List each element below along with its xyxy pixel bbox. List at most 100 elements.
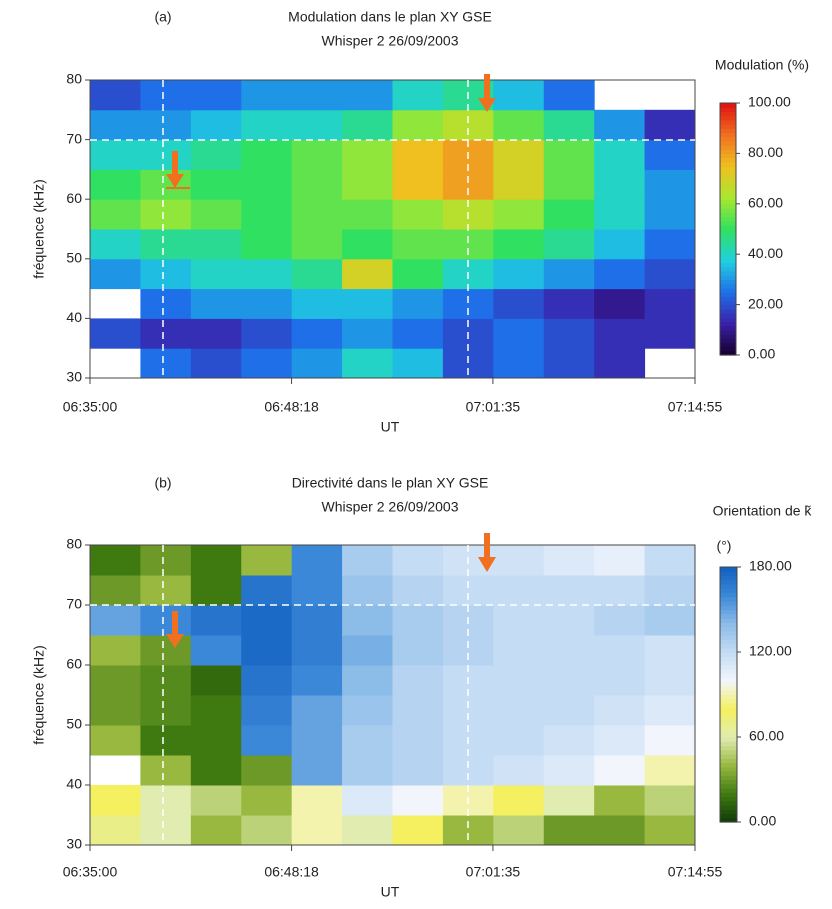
heatmap-cell [291,318,343,349]
colorbar-segment [720,788,737,793]
colorbar-segment [720,346,736,352]
colorbar-segment [720,203,736,209]
heatmap-cell [543,695,595,726]
heatmap-cell [342,348,393,379]
heatmap-cell [594,348,646,379]
heatmap-cell [140,318,192,349]
y-tick-label: 50 [66,250,82,266]
colorbar-tick-label: 180.00 [749,558,792,574]
colorbar-segment [720,575,737,581]
colorbar-segment [720,157,736,163]
panel-b: (b) Directivité dans le plan XY GSE Whispe… [31,475,813,900]
heatmap-cell [442,575,494,606]
colorbar-segment [720,107,736,112]
panel-label: (b) [154,475,171,491]
heatmap-cell [140,695,192,726]
colorbar-segment [720,779,737,785]
heatmap-cell [493,785,545,816]
colorbar-segment [720,758,737,764]
colorbar-segment [720,741,737,747]
heatmap-cell [241,318,293,349]
heatmap-cell [442,635,494,666]
colorbar-segment [720,321,736,327]
colorbar-segment [720,571,737,577]
heatmap-cell [342,258,393,290]
heatmap-cell [442,755,494,786]
colorbar-segment [720,677,737,683]
heatmap-cell [241,109,293,141]
colorbar-segment [720,724,737,730]
heatmap-cell [493,605,545,636]
heatmap-cell [90,318,141,349]
colorbar-segment [720,166,736,171]
colorbar-segment [720,800,737,806]
heatmap-cell [594,545,646,576]
heatmap-cell [140,199,192,230]
x-tick-label: 06:48:18 [264,864,319,880]
colorbar-segment [720,613,737,619]
heatmap-cell [543,139,595,170]
heatmap-cell [543,348,595,379]
heatmap-cell [90,199,141,230]
colorbar-segment [720,220,736,226]
colorbar-tick-label: 120.00 [749,643,792,659]
colorbar-tick-label: 0.00 [748,346,775,362]
heatmap-cell [291,348,343,379]
colorbar-tick-label: 80.00 [748,144,783,160]
heatmap-cell [241,258,293,290]
colorbar-segment [720,732,737,738]
heatmap-cell [90,545,141,576]
colorbar-segment [720,140,736,146]
heatmap-cell [342,635,393,666]
heatmap-cell [241,755,293,786]
colorbar-segment [720,262,736,268]
heatmap-cell [493,109,545,141]
subtitle: Whisper 2 26/09/2003 [322,33,459,49]
heatmap-cell [140,605,192,636]
heatmap-cell [90,605,141,636]
colorbar-segment [720,153,736,159]
colorbar-segment [720,124,736,129]
heatmap-cell [342,199,393,230]
heatmap-cell [241,665,293,696]
y-axis-label: fréquence (kHz) [31,179,47,279]
heatmap-cell [291,258,343,290]
colorbar-tick-label: 40.00 [748,245,783,261]
colorbar-segment [720,686,737,691]
heatmap-cell [241,139,293,170]
heatmap-cell [644,755,696,786]
x-tick-label: 06:48:18 [264,399,319,415]
heatmap-cell [241,229,293,260]
heatmap-cell [241,605,293,636]
heatmap-cell [493,665,545,696]
colorbar-segment [720,681,737,687]
colorbar-segment [720,174,736,180]
heatmap-cell [493,80,545,111]
colorbar-frame [719,102,737,356]
heatmap-cell [291,545,343,576]
heatmap-cell [90,815,141,846]
colorbar-segment [720,737,737,742]
heatmap-cell [190,575,242,606]
heatmap-cell [140,575,192,606]
colorbar-segment [720,317,736,322]
heatmap-cell [190,109,242,141]
heatmap-cell [291,169,343,200]
y-tick-label: 60 [66,656,82,672]
colorbar-segment [720,103,736,108]
colorbar-segment [720,707,737,713]
heatmap-cell [90,109,141,141]
heatmap-cell [493,229,545,260]
subtitle: Whisper 2 26/09/2003 [322,499,459,515]
heatmap-cell [644,815,696,846]
plot-frame [89,79,696,379]
y-tick-label: 80 [66,71,82,87]
heatmap-cell [241,815,293,846]
heatmap-cell [140,258,192,290]
colorbar-frame [719,566,738,823]
heatmap-cell [140,785,192,816]
colorbar-segment [720,338,736,343]
heatmap-cell [190,635,242,666]
heatmap-cell [493,318,545,349]
